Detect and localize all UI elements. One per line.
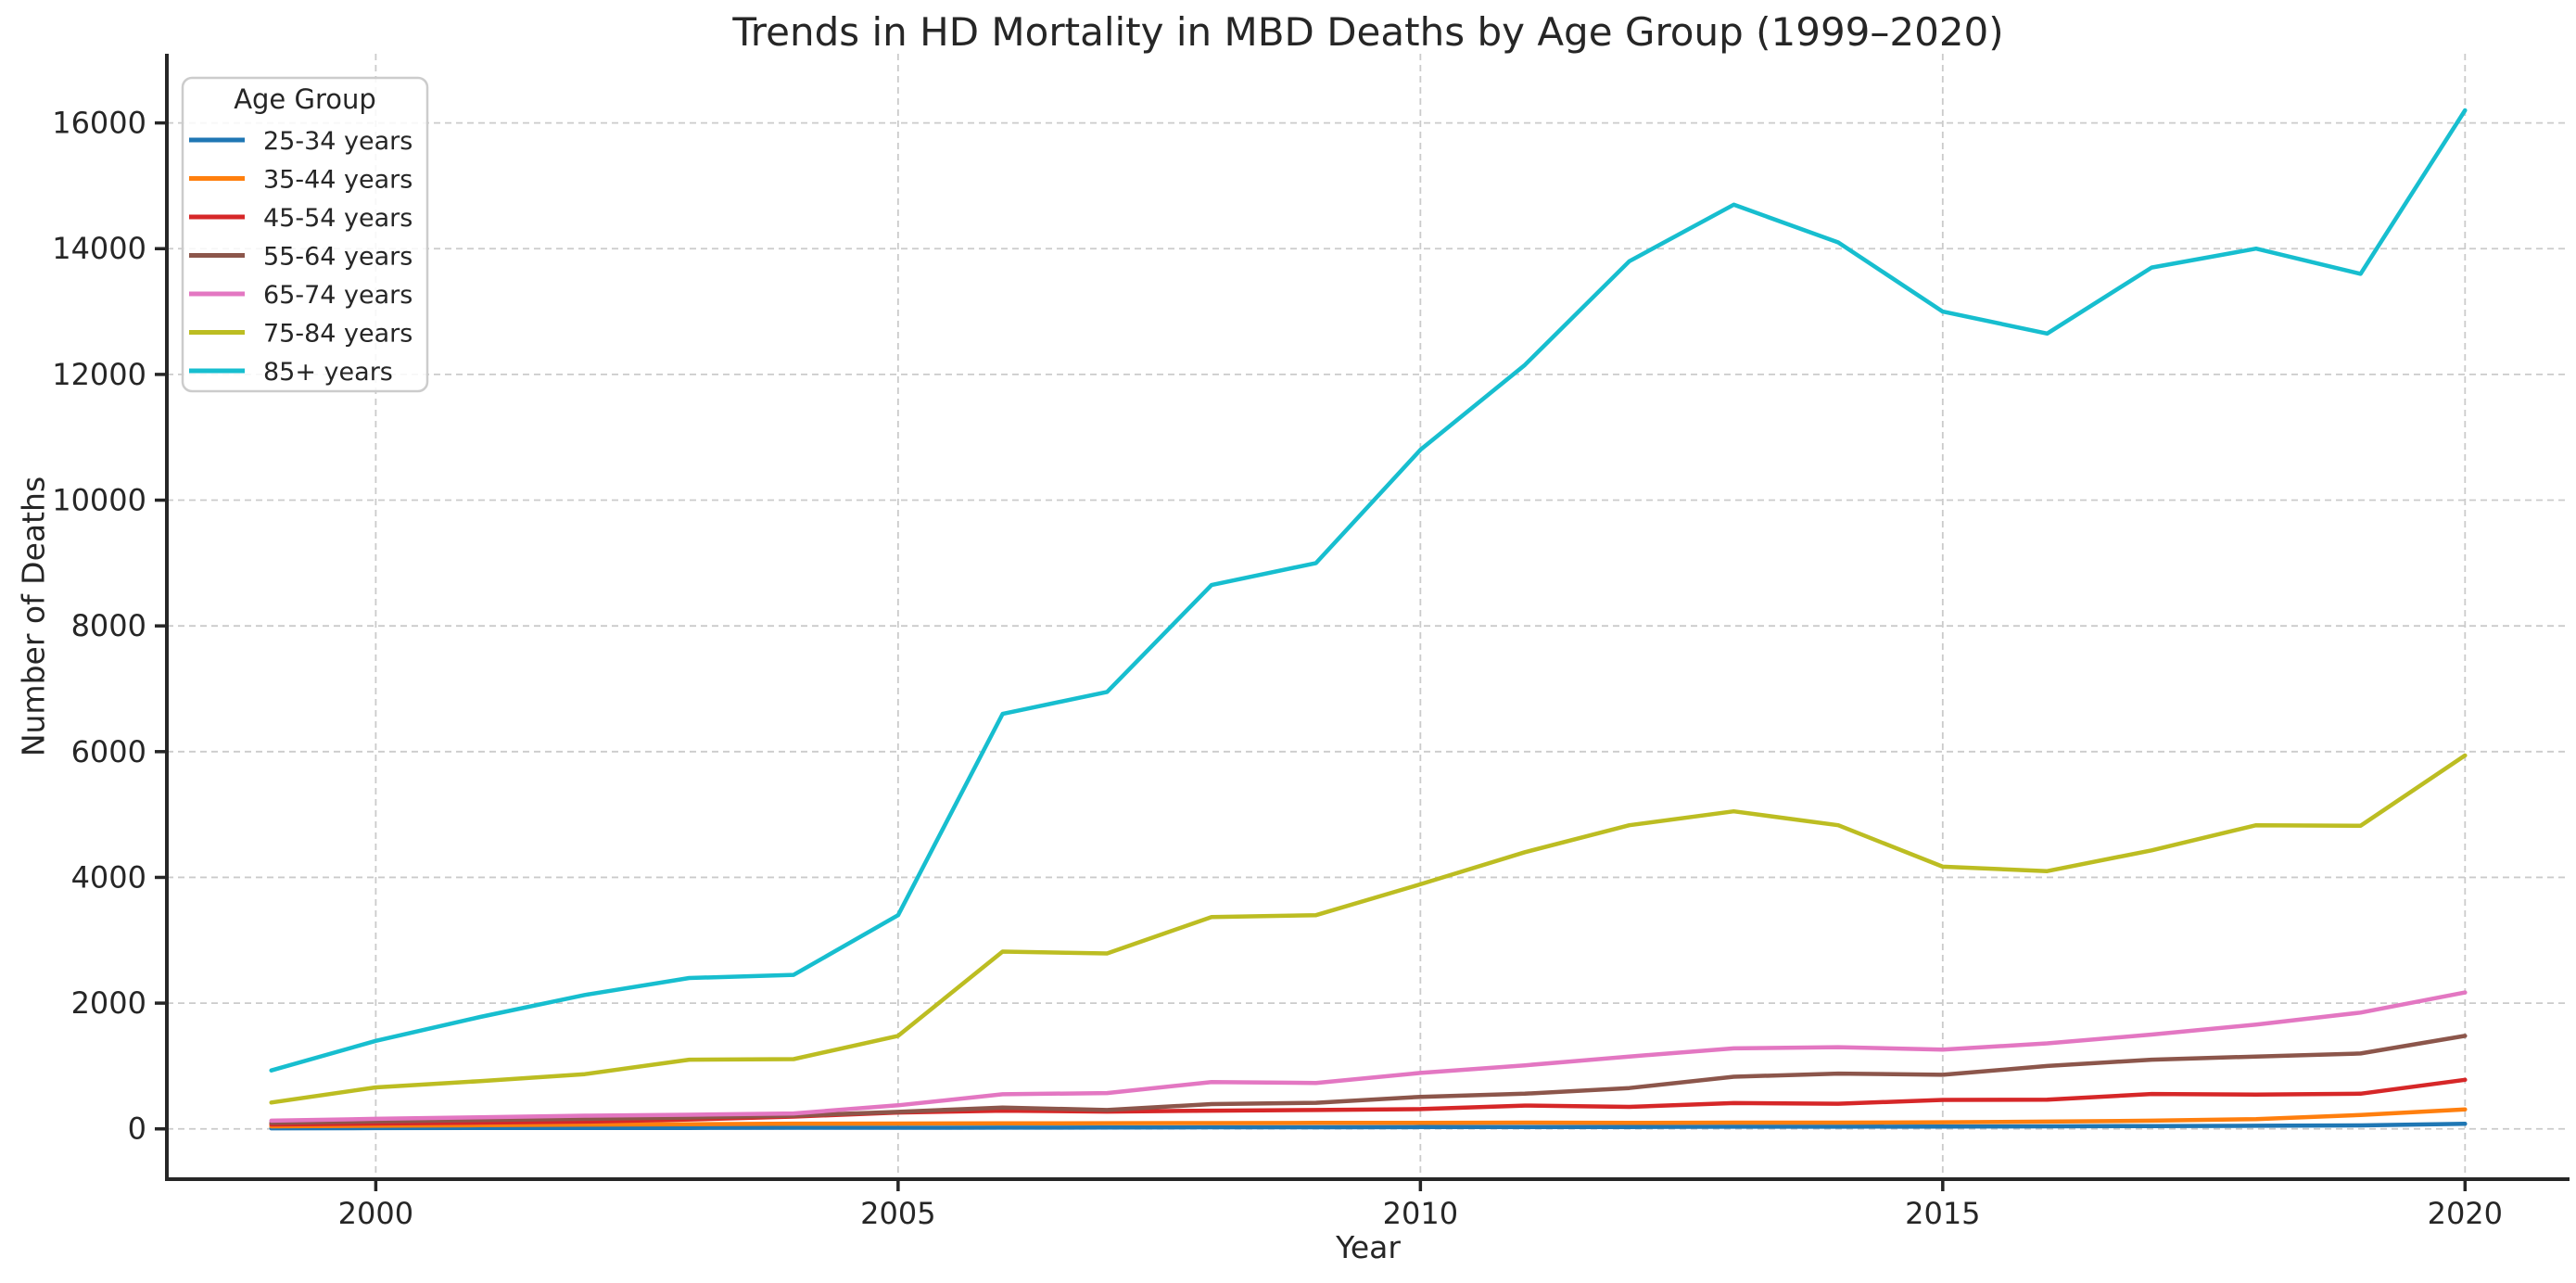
series-line-25-34-years (269, 1122, 2468, 1131)
legend-box (181, 76, 429, 393)
y-tick-label: 4000 (71, 859, 146, 895)
legend-item-label: 25-34 years (263, 127, 412, 156)
y-tick-label: 0 (128, 1112, 146, 1147)
x-tick-label: 2000 (338, 1196, 413, 1231)
legend-item-label: 65-74 years (263, 281, 412, 310)
legend-item-label: 35-44 years (263, 166, 412, 195)
y-tick-label: 16000 (52, 106, 146, 141)
x-tick-label: 2005 (860, 1196, 935, 1231)
x-tick-label: 2020 (2428, 1196, 2503, 1231)
legend-item-label: 45-54 years (263, 204, 412, 233)
x-tick-label: 2015 (1905, 1196, 1980, 1231)
legend-item-label: 55-64 years (263, 243, 412, 272)
y-tick-label: 10000 (52, 483, 146, 518)
series-line-85-years (269, 108, 2468, 1073)
y-tick-label: 8000 (71, 608, 146, 643)
legend-title: Age Group (234, 83, 376, 115)
series-line-35-44-years (269, 1107, 2468, 1129)
y-axis-label: Number of Deaths (15, 476, 52, 757)
x-axis-label: Year (1336, 1229, 1401, 1265)
chart-title: Trends in HD Mortality in MBD Deaths by … (732, 9, 2004, 55)
legend-item-label: 85+ years (263, 358, 393, 387)
series-line-65-74-years (269, 990, 2468, 1124)
y-tick-label: 2000 (71, 985, 146, 1021)
series-line-75-84-years (269, 753, 2468, 1105)
series-line-45-54-years (269, 1077, 2468, 1127)
y-tick-label: 12000 (52, 357, 146, 392)
y-tick-label: 14000 (52, 231, 146, 266)
series-line-55-64-years (269, 1034, 2468, 1125)
legend-item-label: 75-84 years (263, 320, 412, 349)
x-tick-label: 2010 (1383, 1196, 1458, 1231)
y-tick-label: 6000 (71, 734, 146, 769)
